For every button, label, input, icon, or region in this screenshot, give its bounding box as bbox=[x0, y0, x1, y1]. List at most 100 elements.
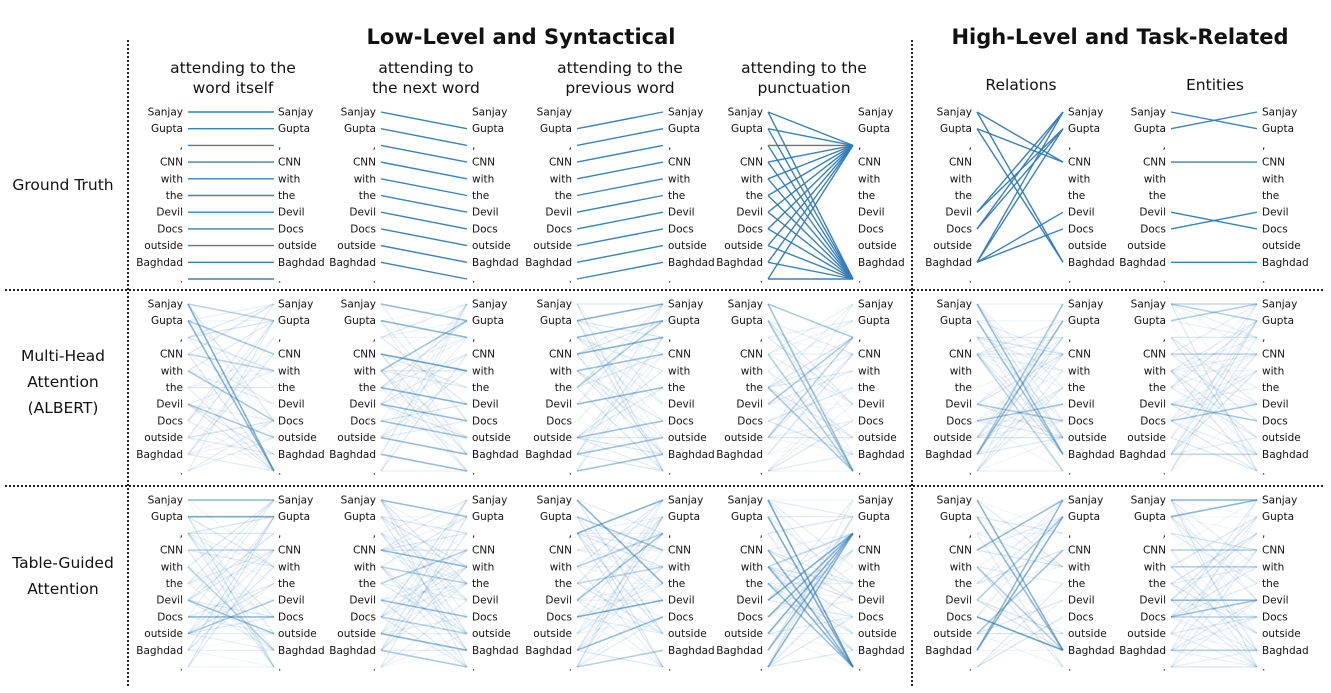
token-left: Docs bbox=[350, 611, 376, 623]
token-left: CNN bbox=[949, 157, 972, 169]
token-left: Devil bbox=[1139, 399, 1166, 411]
attention-line-faint bbox=[380, 516, 468, 634]
attention-line bbox=[576, 515, 664, 551]
attention-line-faint bbox=[576, 549, 664, 601]
attention-line-faint bbox=[380, 499, 468, 584]
attention-line-faint bbox=[976, 337, 1064, 472]
attention-line-faint bbox=[1170, 532, 1258, 601]
token-left: Baghdad bbox=[1119, 257, 1166, 269]
attention-line bbox=[187, 566, 275, 651]
attention-line-faint bbox=[976, 386, 1064, 439]
token-left: Gupta bbox=[731, 315, 763, 327]
token-right: Gupta bbox=[472, 511, 504, 523]
token-right: Docs bbox=[1068, 415, 1094, 427]
attention-line bbox=[767, 582, 854, 668]
token-left: the bbox=[1149, 578, 1166, 590]
attention-line bbox=[576, 144, 664, 163]
attention-line-faint bbox=[976, 516, 1064, 584]
attention-line-faint bbox=[1170, 403, 1258, 472]
attention-line-faint bbox=[976, 370, 1064, 422]
token-right: Sanjay bbox=[472, 299, 507, 311]
token-left: Gupta bbox=[940, 511, 972, 523]
attention-line-faint bbox=[187, 532, 275, 618]
token-left: the bbox=[746, 382, 763, 394]
attention-line-faint bbox=[767, 370, 854, 439]
token-left: . bbox=[1163, 274, 1166, 286]
token-left: Baghdad bbox=[716, 449, 763, 461]
attention-line-faint bbox=[976, 420, 1064, 455]
section-title-low-level: Low-Level and Syntactical bbox=[367, 25, 676, 49]
attention-line bbox=[576, 532, 664, 568]
attention-line-faint bbox=[380, 303, 468, 438]
panel-r2-c0: Sanjay Sanjay Gupta Gupta, , CNN CNN with with th… bbox=[136, 495, 324, 674]
attention-line-faint bbox=[976, 633, 1064, 668]
token-left: Devil bbox=[349, 207, 376, 219]
attention-line-faint bbox=[767, 320, 854, 455]
attention-line bbox=[767, 145, 854, 280]
token-right: CNN bbox=[1262, 349, 1285, 361]
token-right: Docs bbox=[278, 415, 304, 427]
attention-line bbox=[1170, 403, 1258, 422]
attention-line-faint bbox=[380, 386, 468, 422]
attention-line-faint bbox=[380, 566, 468, 601]
attention-line bbox=[767, 303, 854, 472]
attention-line-faint bbox=[1170, 320, 1258, 472]
attention-line-faint bbox=[576, 336, 664, 422]
attention-line bbox=[187, 319, 275, 355]
attention-line-faint bbox=[976, 437, 1064, 472]
attention-line-faint bbox=[767, 386, 854, 422]
attention-line bbox=[380, 111, 468, 130]
attention-line-faint bbox=[976, 499, 1064, 618]
attention-line-faint bbox=[576, 499, 664, 634]
token-right: outside bbox=[858, 628, 897, 640]
attention-line bbox=[976, 403, 1064, 422]
attention-line-faint bbox=[767, 320, 854, 355]
attention-line bbox=[976, 128, 1064, 263]
attention-line-faint bbox=[187, 320, 275, 438]
token-left: Gupta bbox=[1134, 511, 1166, 523]
attention-line bbox=[1170, 211, 1258, 230]
attention-line-faint bbox=[1170, 549, 1258, 635]
attention-line bbox=[976, 111, 1064, 163]
panel-r1-c0: Sanjay Sanjay Gupta Gupta, , CNN CNN with with th… bbox=[136, 299, 324, 478]
attention-line-faint bbox=[976, 582, 1064, 635]
token-right: . bbox=[278, 662, 281, 674]
attention-line-faint bbox=[576, 649, 664, 668]
attention-line bbox=[976, 320, 1064, 455]
token-left: the bbox=[955, 382, 972, 394]
token-right: . bbox=[858, 466, 861, 478]
token-right: , bbox=[278, 528, 281, 540]
panel-r2-c3: Sanjay Sanjay Gupta Gupta, , CNN CNN with with th… bbox=[716, 495, 904, 674]
token-left: with bbox=[950, 561, 972, 573]
attention-line bbox=[576, 261, 664, 280]
attention-line-faint bbox=[380, 303, 468, 405]
token-right: Sanjay bbox=[858, 495, 893, 507]
token-right: Devil bbox=[278, 399, 305, 411]
attention-line bbox=[976, 303, 1064, 455]
attention-line-faint bbox=[380, 320, 468, 455]
attention-line bbox=[767, 336, 854, 439]
attention-line-faint bbox=[1170, 420, 1258, 455]
attention-line-faint bbox=[576, 599, 664, 651]
attention-line-faint bbox=[1170, 353, 1258, 389]
attention-line bbox=[576, 436, 664, 456]
attention-line-faint bbox=[576, 532, 664, 568]
token-right: , bbox=[1068, 528, 1071, 540]
attention-line-faint bbox=[187, 516, 275, 668]
token-left: CNN bbox=[353, 545, 376, 557]
token-left: Sanjay bbox=[728, 107, 763, 119]
token-right: Sanjay bbox=[278, 495, 313, 507]
attention-line-faint bbox=[187, 516, 275, 634]
attention-line bbox=[767, 261, 854, 280]
token-left: outside bbox=[337, 432, 376, 444]
token-right: , bbox=[1068, 140, 1071, 152]
attention-line bbox=[380, 549, 468, 585]
attention-line-faint bbox=[576, 516, 664, 551]
token-left: Baghdad bbox=[329, 449, 376, 461]
attention-line-faint bbox=[976, 583, 1064, 668]
token-left: the bbox=[746, 190, 763, 202]
token-left: with bbox=[354, 173, 376, 185]
attention-line-faint bbox=[1170, 386, 1258, 405]
token-right: . bbox=[278, 274, 281, 286]
token-left: CNN bbox=[1143, 349, 1166, 361]
